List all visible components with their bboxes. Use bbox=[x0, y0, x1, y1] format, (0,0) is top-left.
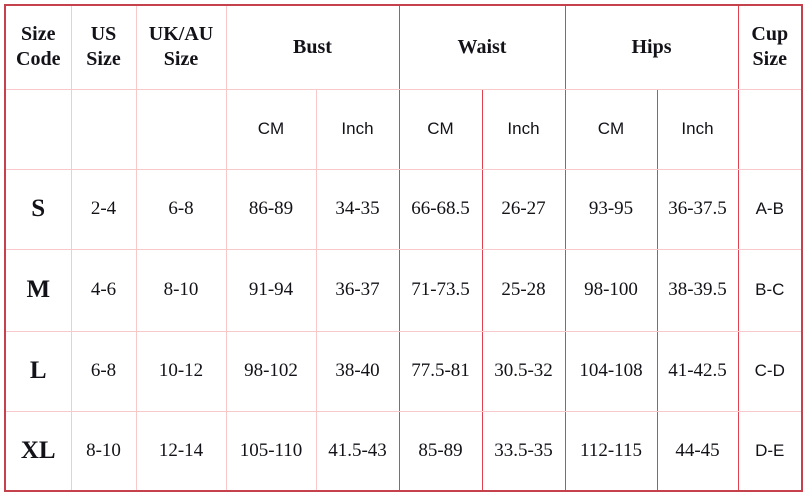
header-row-groups: Size Code US Size UK/AU Size Bust Waist … bbox=[5, 4, 802, 90]
uk-au-size-cell: 12-14 bbox=[136, 410, 227, 492]
cup-size-cell: C-D bbox=[738, 330, 802, 412]
unit-header-hips-inch: Inch bbox=[657, 88, 739, 170]
hips-inch-cell: 38-39.5 bbox=[657, 248, 739, 332]
col-header-hips: Hips bbox=[565, 4, 739, 90]
cup-size-cell: D-E bbox=[738, 410, 802, 492]
waist-cm-cell: 85-89 bbox=[399, 410, 483, 492]
empty-cell bbox=[5, 88, 72, 170]
bust-inch-cell: 34-35 bbox=[316, 168, 400, 250]
col-header-waist: Waist bbox=[399, 4, 566, 90]
hips-cm-cell: 112-115 bbox=[565, 410, 658, 492]
waist-inch-cell: 25-28 bbox=[482, 248, 566, 332]
bust-cm-cell: 98-102 bbox=[226, 330, 317, 412]
hips-cm-cell: 93-95 bbox=[565, 168, 658, 250]
size-code-cell: XL bbox=[5, 410, 72, 492]
unit-header-bust-cm: CM bbox=[226, 88, 317, 170]
bust-cm-cell: 105-110 bbox=[226, 410, 317, 492]
table-row-l: L 6-8 10-12 98-102 38-40 77.5-81 30.5-32… bbox=[5, 330, 802, 412]
empty-cell bbox=[71, 88, 137, 170]
bust-inch-cell: 38-40 bbox=[316, 330, 400, 412]
table-row-xl: XL 8-10 12-14 105-110 41.5-43 85-89 33.5… bbox=[5, 410, 802, 492]
col-header-size-code: Size Code bbox=[5, 4, 72, 90]
col-header-us-size: US Size bbox=[71, 4, 137, 90]
hips-inch-cell: 41-42.5 bbox=[657, 330, 739, 412]
waist-inch-cell: 30.5-32 bbox=[482, 330, 566, 412]
bust-cm-cell: 86-89 bbox=[226, 168, 317, 250]
size-chart-table: Size Code US Size UK/AU Size Bust Waist … bbox=[4, 4, 803, 492]
us-size-cell: 4-6 bbox=[71, 248, 137, 332]
empty-cell bbox=[136, 88, 227, 170]
hips-cm-cell: 104-108 bbox=[565, 330, 658, 412]
waist-cm-cell: 77.5-81 bbox=[399, 330, 483, 412]
bust-inch-cell: 36-37 bbox=[316, 248, 400, 332]
table-row-m: M 4-6 8-10 91-94 36-37 71-73.5 25-28 98-… bbox=[5, 248, 802, 332]
waist-cm-cell: 71-73.5 bbox=[399, 248, 483, 332]
cup-size-cell: B-C bbox=[738, 248, 802, 332]
hips-inch-cell: 36-37.5 bbox=[657, 168, 739, 250]
waist-inch-cell: 26-27 bbox=[482, 168, 566, 250]
empty-cell bbox=[738, 88, 802, 170]
uk-au-size-cell: 8-10 bbox=[136, 248, 227, 332]
unit-header-bust-inch: Inch bbox=[316, 88, 400, 170]
header-row-units: CM Inch CM Inch CM Inch bbox=[5, 88, 802, 170]
col-header-bust: Bust bbox=[226, 4, 400, 90]
us-size-cell: 8-10 bbox=[71, 410, 137, 492]
size-code-cell: M bbox=[5, 248, 72, 332]
unit-header-waist-cm: CM bbox=[399, 88, 483, 170]
uk-au-size-cell: 6-8 bbox=[136, 168, 227, 250]
col-header-cup-size: Cup Size bbox=[738, 4, 802, 90]
us-size-cell: 6-8 bbox=[71, 330, 137, 412]
bust-inch-cell: 41.5-43 bbox=[316, 410, 400, 492]
uk-au-size-cell: 10-12 bbox=[136, 330, 227, 412]
cup-size-cell: A-B bbox=[738, 168, 802, 250]
table-row-s: S 2-4 6-8 86-89 34-35 66-68.5 26-27 93-9… bbox=[5, 168, 802, 250]
size-code-cell: L bbox=[5, 330, 72, 412]
unit-header-waist-inch: Inch bbox=[482, 88, 566, 170]
col-header-uk-au-size: UK/AU Size bbox=[136, 4, 227, 90]
unit-header-hips-cm: CM bbox=[565, 88, 658, 170]
waist-cm-cell: 66-68.5 bbox=[399, 168, 483, 250]
us-size-cell: 2-4 bbox=[71, 168, 137, 250]
bust-cm-cell: 91-94 bbox=[226, 248, 317, 332]
waist-inch-cell: 33.5-35 bbox=[482, 410, 566, 492]
hips-inch-cell: 44-45 bbox=[657, 410, 739, 492]
hips-cm-cell: 98-100 bbox=[565, 248, 658, 332]
size-code-cell: S bbox=[5, 168, 72, 250]
